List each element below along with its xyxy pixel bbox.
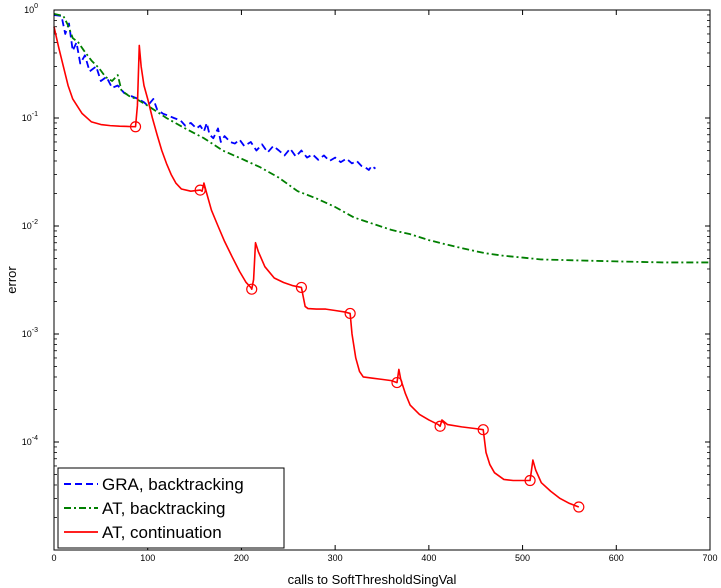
x-tick-label: 300 xyxy=(328,553,343,563)
y-tick-label: 10-2 xyxy=(22,219,38,231)
y-tick-label: 10-4 xyxy=(22,435,38,447)
series-group xyxy=(53,13,710,264)
legend-label: GRA, backtracking xyxy=(102,475,244,494)
x-tick-label: 200 xyxy=(234,553,249,563)
y-tick-label: 10-3 xyxy=(22,327,38,339)
legend-label: AT, continuation xyxy=(102,523,222,542)
y-axis-label: error xyxy=(4,266,19,294)
x-tick-label: 400 xyxy=(421,553,436,563)
series-line-2 xyxy=(53,13,710,264)
plot-frame xyxy=(53,9,711,551)
series-marker xyxy=(434,420,446,432)
x-tick-label: 700 xyxy=(702,553,717,563)
series-marker xyxy=(477,424,489,436)
series-marker xyxy=(295,281,308,294)
x-axis-label: calls to SoftThresholdSingVal xyxy=(288,572,457,587)
series-group xyxy=(53,26,585,513)
series-layer xyxy=(53,13,710,513)
series-marker xyxy=(129,121,142,133)
series-marker xyxy=(344,307,356,320)
y-tick-label: 100 xyxy=(24,3,38,15)
series-marker xyxy=(391,376,403,389)
series-marker xyxy=(524,474,536,487)
legend-label: AT, backtracking xyxy=(102,499,225,518)
series-marker xyxy=(246,283,258,295)
x-tick-label: 600 xyxy=(609,553,624,563)
x-tick-label: 500 xyxy=(515,553,530,563)
tick-layer: 0 100 200 300 400 500 600 700 10-4 10-3 10-2 10-1 10… xyxy=(22,3,718,563)
y-tick-label: 10-1 xyxy=(22,111,38,123)
x-tick-label: 100 xyxy=(140,553,155,563)
series-marker xyxy=(573,501,585,513)
series-group xyxy=(53,14,376,171)
x-tick-label: 0 xyxy=(51,553,56,563)
series-line-1 xyxy=(53,14,376,171)
legend: GRA, backtracking AT, backtracking AT, con… xyxy=(57,467,285,549)
plot-area xyxy=(54,10,710,550)
series-line-3 xyxy=(53,26,580,508)
series-marker xyxy=(194,184,206,196)
